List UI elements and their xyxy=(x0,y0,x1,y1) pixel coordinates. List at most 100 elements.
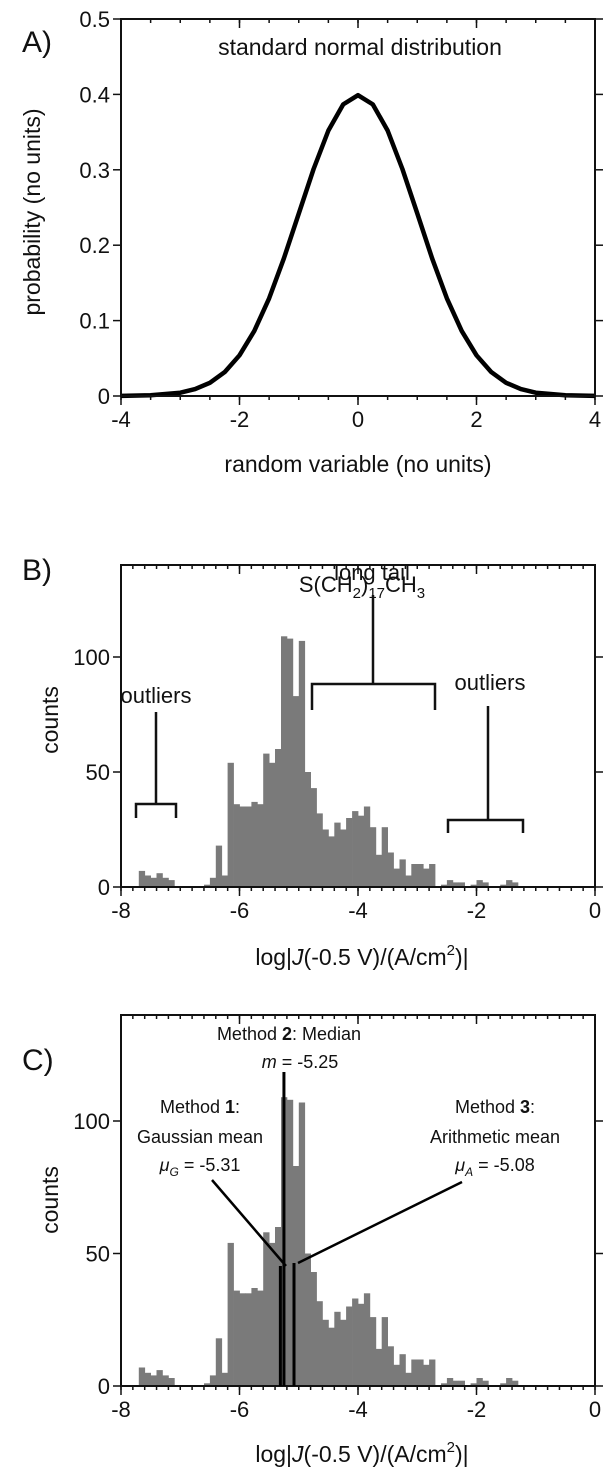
panel-a-y-tick-label: 0.1 xyxy=(79,309,110,334)
panel-b-frame xyxy=(120,564,596,888)
panel-c-histogram-bar xyxy=(292,1166,300,1386)
panel-c-frame xyxy=(120,1014,596,1387)
long-tail-label: long tail xyxy=(334,560,410,585)
panel-b-histogram-bar xyxy=(316,813,323,887)
panel-c-histogram-bar xyxy=(251,1288,258,1386)
panel-c-y-tick-label: 100 xyxy=(73,1109,110,1134)
panel-b-histogram-bar xyxy=(417,864,424,887)
panel-a-y-tick-label: 0.4 xyxy=(79,82,110,107)
panel-c-histogram-bar xyxy=(369,1317,377,1386)
panel-c-histogram-bar xyxy=(233,1290,240,1386)
panel-c-histogram-bar xyxy=(275,1227,282,1386)
panel-c-histogram-bar xyxy=(304,1253,311,1386)
panel-b-histogram-bar xyxy=(512,882,519,887)
panel-c-histogram-bar xyxy=(423,1364,430,1386)
panel-b-histogram-bar xyxy=(150,877,157,887)
panel-c-x-tick-label: -8 xyxy=(111,1397,131,1422)
panel-b-histogram-bar xyxy=(446,880,454,887)
panel-c-x-tick-label: -6 xyxy=(230,1397,250,1422)
panel-b-histogram-bar xyxy=(429,864,436,887)
method-2-label: Method 2: Median xyxy=(217,1024,361,1044)
outliers-right-bracket xyxy=(446,706,525,833)
panel-b-histogram-bar xyxy=(381,827,388,887)
panel-a-x-tick-label: -4 xyxy=(111,407,131,432)
method-3-pointer xyxy=(297,1180,463,1265)
panel-b-histogram-bar xyxy=(423,868,430,887)
panel-c-histogram-bar xyxy=(298,1102,306,1386)
panel-c-x-tick-label: 0 xyxy=(589,1397,601,1422)
panel-c-histogram-bar xyxy=(429,1359,436,1386)
panel-c-histogram-bar xyxy=(458,1380,465,1386)
panel-b-histogram-bar xyxy=(281,636,288,887)
panel-b-histogram-bar xyxy=(257,804,264,887)
panel-b-y-axis-label: counts xyxy=(37,686,63,754)
panel-c-label: C) xyxy=(22,1044,54,1077)
panel-b-histogram-bar xyxy=(251,801,258,887)
panel-c-histogram-bar xyxy=(512,1380,519,1386)
panel-c-histogram-bar xyxy=(470,1383,477,1386)
panel-b-histogram-bar xyxy=(221,875,228,887)
panel-c-histogram-bar xyxy=(245,1293,252,1387)
panel-c-x-tick-label: -2 xyxy=(467,1397,487,1422)
panel-c-histogram-bar xyxy=(346,1306,353,1386)
panel-c-y-axis-label: counts xyxy=(37,1166,63,1234)
panel-b-histogram-bar xyxy=(304,772,311,887)
outliers-left-label: outliers xyxy=(121,683,192,708)
panel-a-y-axis-label: probability (no units) xyxy=(19,108,45,315)
panel-b-histogram-bar xyxy=(269,762,276,887)
panel-b-histogram-bar xyxy=(411,864,418,887)
panel-b-histogram-bar xyxy=(399,859,406,887)
panel-c-x-axis-label: log|J(-0.5 V)/(A/cm2)| xyxy=(255,1439,468,1467)
panel-b-histogram-bar xyxy=(298,640,306,887)
panel-c-histogram-bar xyxy=(322,1319,329,1387)
panel-b-histogram-bar xyxy=(375,854,383,887)
panel-c-histogram-bar xyxy=(399,1354,406,1386)
panel-a-x-tick-label: -2 xyxy=(230,407,250,432)
panel-b-x-tick-label: 0 xyxy=(589,898,601,923)
panel-c-histogram-bar xyxy=(405,1372,412,1387)
panel-c-histogram-bar xyxy=(204,1383,211,1386)
panel-b-histogram-bar xyxy=(263,753,270,887)
panel-c-histogram-bar xyxy=(482,1380,489,1386)
panel-c-histogram-bar xyxy=(239,1293,246,1387)
panel-c-histogram-bar xyxy=(441,1383,448,1386)
panel-b-histogram-bar xyxy=(405,875,412,887)
panel-b-histogram-bar xyxy=(245,806,252,887)
panel-c-histogram-bar xyxy=(417,1359,424,1386)
panel-a-frame xyxy=(120,18,596,397)
panel-b-histogram-bar xyxy=(233,804,240,887)
panel-c-histogram-bar xyxy=(269,1242,276,1386)
panel-b-histogram-bar xyxy=(458,882,465,887)
panel-c-histogram-bar xyxy=(500,1383,507,1386)
panel-b-histogram-bar xyxy=(500,884,507,887)
long-tail-bracket xyxy=(310,595,437,710)
panel-c-histogram-bar xyxy=(411,1359,418,1386)
panel-b-histogram-bar xyxy=(363,806,371,887)
panel-c-histogram-bar xyxy=(209,1375,217,1386)
panel-c-histogram-bar xyxy=(263,1232,270,1386)
panel-b-histogram-bar xyxy=(346,818,353,887)
panel-b-x-tick-label: -2 xyxy=(467,898,487,923)
panel-a-label: A) xyxy=(22,26,52,59)
method-1-value: μG = -5.31 xyxy=(159,1155,241,1179)
panel-b-histogram-bar xyxy=(286,638,294,887)
panel-c-histogram-bar xyxy=(221,1372,228,1387)
panel-c-histogram-bar xyxy=(328,1327,335,1386)
panel-b-histogram-bar xyxy=(138,870,146,887)
method-3-label: Method 3: xyxy=(455,1097,535,1117)
panel-c-histogram-bar xyxy=(375,1348,383,1386)
panel-a: A) standard normal distribution -4 -2 0 2 4 0… xyxy=(19,7,603,477)
panel-b-histogram-bar xyxy=(322,829,329,887)
panel-b-label: B) xyxy=(22,554,52,587)
panel-c-histogram-bar xyxy=(358,1303,365,1386)
panel-a-title: standard normal distribution xyxy=(218,34,502,60)
panel-a-x-tick-label: 2 xyxy=(470,407,482,432)
panel-c-histogram-bar xyxy=(334,1311,341,1386)
panel-b-histogram-bar xyxy=(352,811,359,887)
panel-b-histogram-bar xyxy=(204,884,211,887)
method-1-label: Method 1: xyxy=(160,1097,240,1117)
method-2-value: m = -5.25 xyxy=(262,1052,339,1072)
panel-c-histogram-bar xyxy=(156,1370,163,1386)
panel-c-markers xyxy=(278,1072,296,1386)
